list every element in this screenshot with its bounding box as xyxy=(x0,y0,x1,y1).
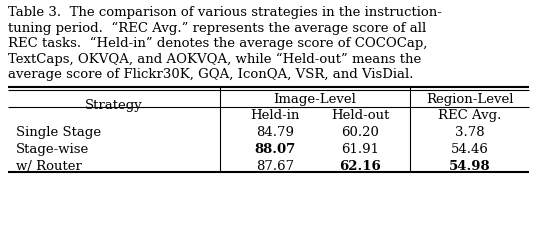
Text: Region-Level: Region-Level xyxy=(426,92,514,106)
Text: Held-in: Held-in xyxy=(250,109,300,122)
Text: w/ Router: w/ Router xyxy=(16,160,82,173)
Text: REC tasks.  “Held-in” denotes the average score of COCOCap,: REC tasks. “Held-in” denotes the average… xyxy=(8,37,427,50)
Text: Image-Level: Image-Level xyxy=(273,92,357,106)
Text: Stage-wise: Stage-wise xyxy=(16,142,89,155)
Text: tuning period.  “REC Avg.” represents the average score of all: tuning period. “REC Avg.” represents the… xyxy=(8,21,426,35)
Text: 87.67: 87.67 xyxy=(256,160,294,173)
Text: 60.20: 60.20 xyxy=(341,125,379,138)
Text: Single Stage: Single Stage xyxy=(16,125,101,138)
Text: 61.91: 61.91 xyxy=(341,142,379,155)
Text: REC Avg.: REC Avg. xyxy=(438,109,502,122)
Text: 54.98: 54.98 xyxy=(449,160,491,173)
Text: 54.46: 54.46 xyxy=(451,142,489,155)
Text: Strategy: Strategy xyxy=(85,99,143,112)
Text: 62.16: 62.16 xyxy=(339,160,381,173)
Text: average score of Flickr30K, GQA, IconQA, VSR, and VisDial.: average score of Flickr30K, GQA, IconQA,… xyxy=(8,68,413,81)
Text: 3.78: 3.78 xyxy=(455,125,485,138)
Text: Table 3.  The comparison of various strategies in the instruction-: Table 3. The comparison of various strat… xyxy=(8,6,442,19)
Text: 84.79: 84.79 xyxy=(256,125,294,138)
Text: Held-out: Held-out xyxy=(331,109,389,122)
Text: 88.07: 88.07 xyxy=(255,142,296,155)
Text: TextCaps, OKVQA, and AOKVQA, while “Held-out” means the: TextCaps, OKVQA, and AOKVQA, while “Held… xyxy=(8,53,421,66)
